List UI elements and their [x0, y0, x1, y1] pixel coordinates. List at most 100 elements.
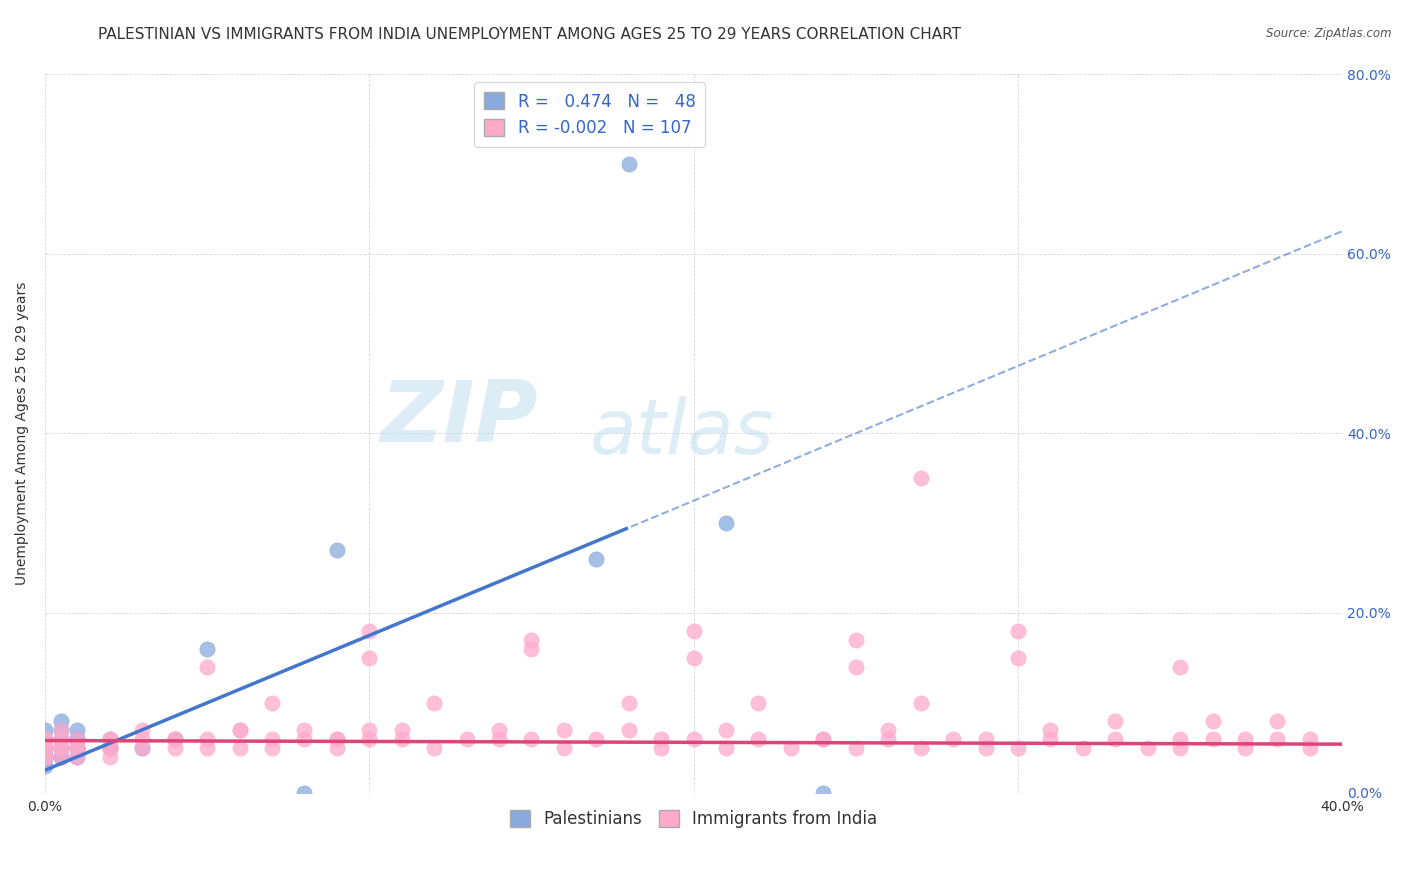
- Point: [163, 731, 186, 746]
- Point: [34, 731, 56, 746]
- Text: ZIP: ZIP: [380, 377, 538, 460]
- Point: [1007, 651, 1029, 665]
- Point: [423, 740, 446, 755]
- Point: [34, 723, 56, 737]
- Point: [391, 723, 413, 737]
- Point: [780, 740, 803, 755]
- Point: [650, 731, 672, 746]
- Point: [294, 723, 316, 737]
- Point: [1104, 714, 1126, 728]
- Point: [51, 731, 73, 746]
- Point: [51, 714, 73, 728]
- Point: [326, 731, 349, 746]
- Point: [131, 740, 153, 755]
- Point: [34, 749, 56, 764]
- Point: [34, 740, 56, 755]
- Point: [877, 723, 900, 737]
- Point: [714, 723, 737, 737]
- Point: [714, 516, 737, 531]
- Point: [195, 731, 218, 746]
- Point: [34, 749, 56, 764]
- Point: [131, 740, 153, 755]
- Point: [1233, 731, 1256, 746]
- Point: [260, 731, 283, 746]
- Point: [585, 731, 607, 746]
- Point: [228, 740, 250, 755]
- Point: [34, 749, 56, 764]
- Point: [294, 731, 316, 746]
- Point: [34, 749, 56, 764]
- Point: [1168, 660, 1191, 674]
- Point: [66, 731, 89, 746]
- Point: [34, 740, 56, 755]
- Point: [34, 758, 56, 772]
- Point: [359, 723, 381, 737]
- Point: [34, 731, 56, 746]
- Point: [910, 740, 932, 755]
- Point: [195, 740, 218, 755]
- Point: [845, 740, 868, 755]
- Point: [1267, 731, 1289, 746]
- Point: [1299, 740, 1322, 755]
- Point: [326, 731, 349, 746]
- Point: [520, 632, 543, 647]
- Point: [974, 731, 997, 746]
- Point: [1168, 731, 1191, 746]
- Point: [163, 740, 186, 755]
- Point: [98, 731, 121, 746]
- Point: [520, 641, 543, 656]
- Point: [66, 740, 89, 755]
- Legend: Palestinians, Immigrants from India: Palestinians, Immigrants from India: [503, 803, 884, 835]
- Point: [553, 723, 575, 737]
- Point: [66, 749, 89, 764]
- Point: [51, 731, 73, 746]
- Point: [974, 740, 997, 755]
- Point: [1267, 714, 1289, 728]
- Point: [910, 696, 932, 710]
- Point: [66, 749, 89, 764]
- Point: [34, 740, 56, 755]
- Point: [98, 740, 121, 755]
- Point: [34, 749, 56, 764]
- Point: [98, 731, 121, 746]
- Point: [131, 723, 153, 737]
- Point: [51, 749, 73, 764]
- Point: [260, 696, 283, 710]
- Point: [131, 731, 153, 746]
- Point: [98, 740, 121, 755]
- Point: [1299, 731, 1322, 746]
- Point: [326, 543, 349, 558]
- Point: [553, 740, 575, 755]
- Point: [66, 740, 89, 755]
- Point: [1071, 740, 1094, 755]
- Point: [294, 786, 316, 800]
- Point: [98, 731, 121, 746]
- Y-axis label: Unemployment Among Ages 25 to 29 years: Unemployment Among Ages 25 to 29 years: [15, 282, 30, 585]
- Point: [423, 696, 446, 710]
- Point: [260, 740, 283, 755]
- Text: PALESTINIAN VS IMMIGRANTS FROM INDIA UNEMPLOYMENT AMONG AGES 25 TO 29 YEARS CORR: PALESTINIAN VS IMMIGRANTS FROM INDIA UNE…: [98, 27, 962, 42]
- Point: [51, 740, 73, 755]
- Point: [1007, 624, 1029, 638]
- Point: [617, 696, 640, 710]
- Point: [51, 749, 73, 764]
- Point: [359, 731, 381, 746]
- Point: [520, 731, 543, 746]
- Point: [1007, 740, 1029, 755]
- Point: [51, 723, 73, 737]
- Point: [617, 157, 640, 171]
- Point: [66, 740, 89, 755]
- Point: [1201, 731, 1223, 746]
- Point: [456, 731, 478, 746]
- Point: [34, 749, 56, 764]
- Point: [359, 624, 381, 638]
- Point: [34, 749, 56, 764]
- Point: [585, 552, 607, 566]
- Point: [34, 749, 56, 764]
- Point: [1136, 740, 1159, 755]
- Point: [163, 731, 186, 746]
- Point: [714, 740, 737, 755]
- Point: [34, 749, 56, 764]
- Point: [98, 740, 121, 755]
- Point: [51, 740, 73, 755]
